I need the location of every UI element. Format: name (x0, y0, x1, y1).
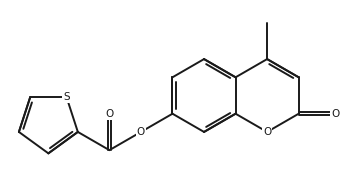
Text: O: O (137, 127, 145, 137)
Text: S: S (63, 92, 70, 102)
Text: O: O (105, 109, 114, 119)
Text: O: O (263, 127, 271, 137)
Text: O: O (331, 109, 339, 119)
